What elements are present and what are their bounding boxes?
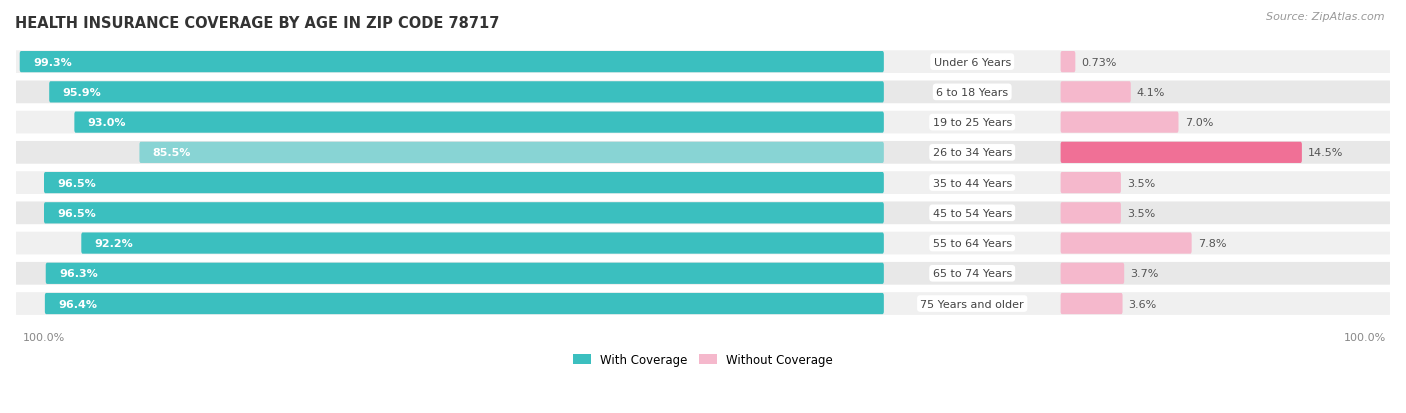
Text: 35 to 44 Years: 35 to 44 Years [932, 178, 1012, 188]
Text: 3.7%: 3.7% [1130, 268, 1159, 279]
FancyBboxPatch shape [15, 292, 1391, 316]
FancyBboxPatch shape [15, 201, 1391, 225]
Text: 100.0%: 100.0% [22, 332, 65, 342]
Text: HEALTH INSURANCE COVERAGE BY AGE IN ZIP CODE 78717: HEALTH INSURANCE COVERAGE BY AGE IN ZIP … [15, 16, 499, 31]
FancyBboxPatch shape [1060, 203, 1121, 224]
FancyBboxPatch shape [75, 112, 884, 133]
FancyBboxPatch shape [1060, 173, 1121, 194]
Text: 95.9%: 95.9% [62, 88, 101, 97]
Text: 96.4%: 96.4% [58, 299, 97, 309]
Text: 26 to 34 Years: 26 to 34 Years [932, 148, 1012, 158]
Legend: With Coverage, Without Coverage: With Coverage, Without Coverage [572, 353, 834, 366]
FancyBboxPatch shape [1060, 293, 1122, 314]
Text: 6 to 18 Years: 6 to 18 Years [936, 88, 1008, 97]
Text: 99.3%: 99.3% [32, 57, 72, 67]
Text: 3.5%: 3.5% [1128, 178, 1156, 188]
FancyBboxPatch shape [49, 82, 884, 103]
FancyBboxPatch shape [1060, 52, 1076, 73]
Text: 4.1%: 4.1% [1137, 88, 1166, 97]
FancyBboxPatch shape [139, 142, 884, 164]
Text: 7.0%: 7.0% [1185, 118, 1213, 128]
Text: Under 6 Years: Under 6 Years [934, 57, 1011, 67]
Text: 45 to 54 Years: 45 to 54 Years [932, 208, 1012, 218]
Text: 0.73%: 0.73% [1081, 57, 1116, 67]
Text: 100.0%: 100.0% [1344, 332, 1386, 342]
FancyBboxPatch shape [46, 263, 884, 284]
FancyBboxPatch shape [15, 110, 1391, 135]
Text: 96.5%: 96.5% [58, 208, 96, 218]
FancyBboxPatch shape [15, 140, 1391, 165]
FancyBboxPatch shape [1060, 142, 1302, 164]
Text: 3.5%: 3.5% [1128, 208, 1156, 218]
Text: 85.5%: 85.5% [153, 148, 191, 158]
Text: 3.6%: 3.6% [1129, 299, 1157, 309]
FancyBboxPatch shape [1060, 112, 1178, 133]
FancyBboxPatch shape [20, 52, 884, 73]
Text: 7.8%: 7.8% [1198, 238, 1226, 249]
FancyBboxPatch shape [15, 171, 1391, 195]
Text: 19 to 25 Years: 19 to 25 Years [932, 118, 1012, 128]
Text: 92.2%: 92.2% [94, 238, 134, 249]
Text: Source: ZipAtlas.com: Source: ZipAtlas.com [1267, 12, 1385, 22]
FancyBboxPatch shape [15, 231, 1391, 256]
FancyBboxPatch shape [1060, 233, 1192, 254]
FancyBboxPatch shape [44, 173, 884, 194]
FancyBboxPatch shape [45, 293, 884, 314]
FancyBboxPatch shape [15, 80, 1391, 105]
Text: 93.0%: 93.0% [87, 118, 127, 128]
Text: 55 to 64 Years: 55 to 64 Years [932, 238, 1012, 249]
Text: 96.5%: 96.5% [58, 178, 96, 188]
FancyBboxPatch shape [15, 50, 1391, 75]
Text: 96.3%: 96.3% [59, 268, 98, 279]
FancyBboxPatch shape [1060, 263, 1125, 284]
FancyBboxPatch shape [15, 261, 1391, 286]
FancyBboxPatch shape [1060, 82, 1130, 103]
Text: 14.5%: 14.5% [1308, 148, 1343, 158]
Text: 65 to 74 Years: 65 to 74 Years [932, 268, 1012, 279]
Text: 75 Years and older: 75 Years and older [921, 299, 1024, 309]
FancyBboxPatch shape [44, 203, 884, 224]
FancyBboxPatch shape [82, 233, 884, 254]
